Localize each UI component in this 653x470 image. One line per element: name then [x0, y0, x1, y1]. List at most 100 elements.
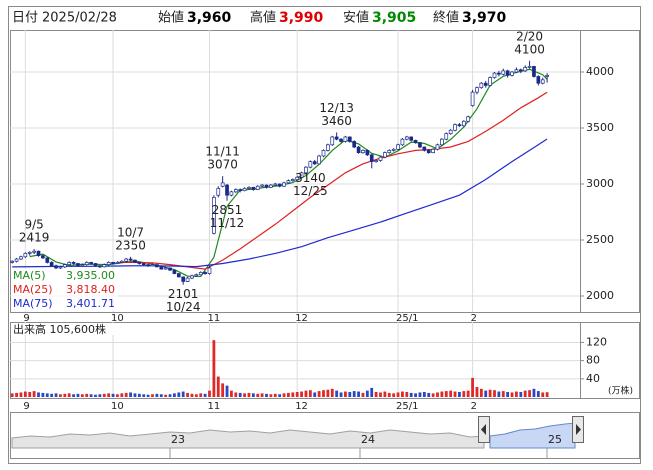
volume-bar	[208, 390, 211, 397]
volume-bar	[54, 393, 58, 397]
volume-bar	[107, 393, 111, 397]
annotation-date: 11/12	[210, 216, 245, 230]
volume-bar	[190, 393, 194, 397]
x-tick-label: 2	[471, 401, 477, 412]
candle-body	[89, 262, 93, 264]
y-tick-label: 3000	[586, 177, 614, 190]
candle-body	[282, 182, 286, 187]
candle-body	[181, 276, 186, 282]
candle-body	[277, 183, 282, 187]
candle-body	[339, 138, 343, 142]
candle-body	[251, 187, 256, 190]
candle-body	[220, 182, 225, 187]
volume-bar	[322, 390, 325, 397]
candle-body	[545, 75, 549, 77]
price-panel	[10, 30, 640, 313]
candle-body	[426, 150, 431, 153]
volume-bar	[181, 391, 185, 397]
volume-bar	[431, 393, 435, 397]
x-tick-label: 12	[295, 401, 308, 412]
candle-body	[146, 264, 150, 267]
x-tick-label: 10	[111, 313, 124, 324]
annotation-price: 2419	[19, 231, 50, 245]
legend-box	[12, 269, 118, 311]
volume-bar	[243, 393, 246, 397]
legend-name: MA(5)	[13, 269, 46, 282]
candle-body	[295, 176, 300, 180]
volume-bar	[339, 392, 343, 397]
volume-bar	[392, 393, 396, 397]
candle-body	[448, 129, 453, 134]
y-tick-label: 40	[586, 372, 600, 385]
candle-body	[54, 265, 58, 269]
volume-bar	[387, 392, 391, 397]
candle-body	[36, 250, 41, 257]
candle-body	[185, 277, 190, 282]
header-label: 安値	[343, 10, 369, 26]
candle-body	[119, 260, 124, 263]
date-label: 日付	[12, 11, 38, 26]
volume-bar	[326, 389, 330, 397]
volume-bar	[28, 392, 32, 397]
volume-bar	[401, 391, 404, 397]
volume-bar	[317, 391, 321, 397]
volume-bar	[449, 390, 453, 397]
candle-body	[10, 260, 15, 263]
volume-bar	[453, 391, 457, 397]
volume-bar	[173, 393, 176, 397]
candle-body	[168, 267, 172, 271]
x-tick-label: 12	[295, 313, 308, 324]
navigator-window[interactable]	[489, 422, 576, 449]
candle-body	[540, 79, 545, 84]
candle-body	[111, 262, 115, 264]
volume-bar	[422, 392, 426, 397]
candle-body	[299, 172, 304, 178]
candle-body	[98, 265, 102, 268]
volume-bar	[405, 392, 409, 397]
candle-body	[396, 144, 400, 150]
volume-label-bg	[11, 323, 121, 335]
candle-body	[326, 144, 330, 151]
candle-body	[369, 154, 374, 162]
volume-bar	[515, 391, 518, 397]
candle-body	[76, 263, 80, 267]
candle-body	[532, 66, 536, 77]
y-tick-label: 2000	[586, 289, 614, 302]
candle-body	[404, 136, 409, 140]
volume-bar	[265, 393, 268, 397]
candle-body	[501, 70, 506, 75]
navigator-label: 24	[361, 433, 375, 446]
volume-bar	[304, 390, 308, 397]
candle-body	[497, 72, 501, 75]
annotation-date: 12/25	[293, 184, 328, 198]
candle-body	[163, 267, 168, 270]
volume-bar	[116, 394, 119, 397]
annotation-date: 11/11	[205, 145, 240, 159]
volume-bar	[80, 394, 84, 397]
candle-body	[361, 150, 365, 153]
volume-bar	[234, 392, 238, 397]
volume-bar	[37, 392, 40, 397]
annotation-date: 12/13	[319, 101, 354, 115]
arrow-right	[576, 424, 581, 435]
candle-body	[510, 71, 514, 76]
volume-bar	[142, 394, 146, 397]
volume-bar	[484, 390, 488, 397]
candle-body	[409, 136, 414, 141]
volume-bar	[247, 392, 251, 397]
volume-bar	[330, 388, 334, 397]
candle-body	[483, 82, 488, 86]
candle-body	[321, 150, 326, 157]
volume-bar	[32, 391, 36, 397]
volume-bar	[541, 392, 545, 397]
candle-body	[365, 150, 370, 156]
candle-body	[225, 184, 229, 196]
candle-body	[58, 266, 63, 269]
candle-body	[304, 166, 308, 174]
volume-bar	[282, 393, 286, 397]
candle-body	[212, 197, 216, 234]
x-tick-label: 11	[208, 313, 221, 324]
candle-body	[172, 269, 177, 274]
volume-bar	[427, 392, 431, 397]
volume-bar	[98, 394, 102, 397]
